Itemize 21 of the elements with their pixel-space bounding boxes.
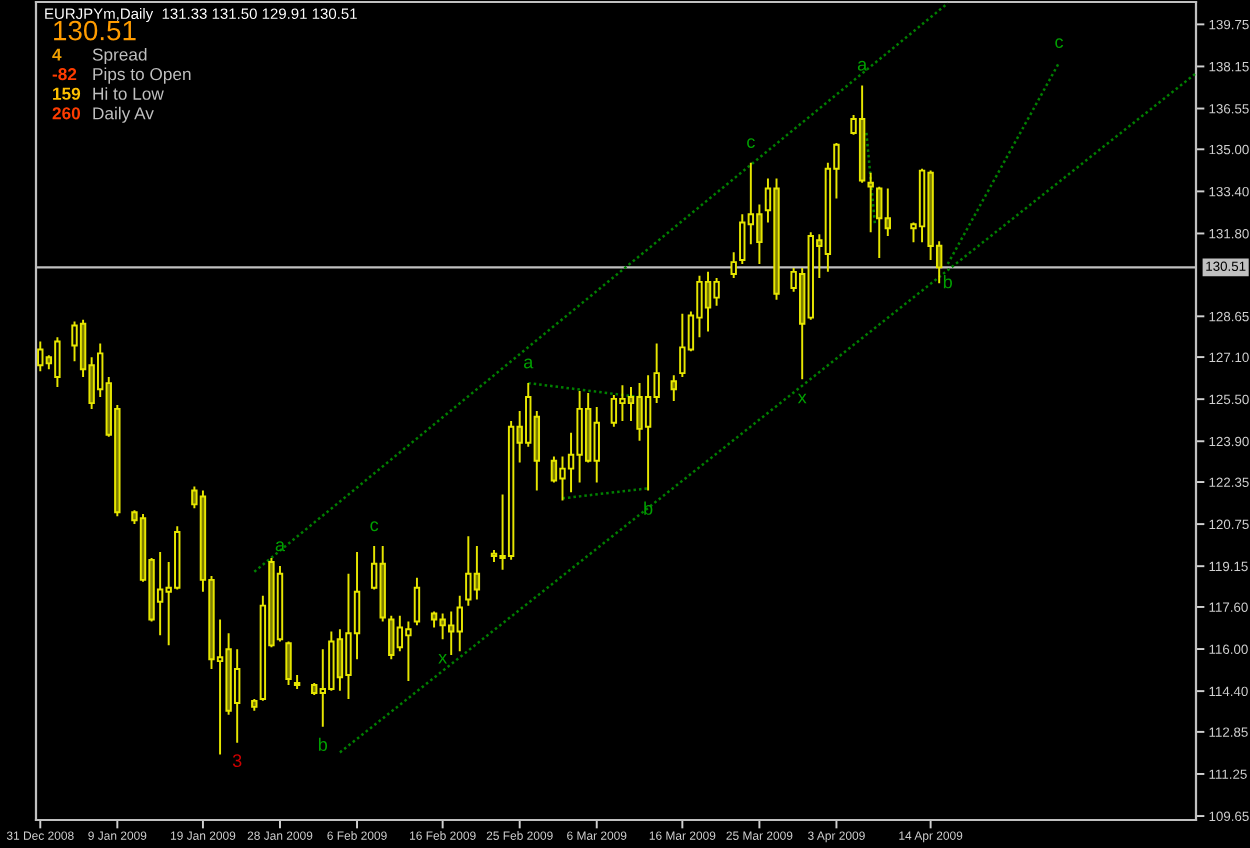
annotation: b — [943, 275, 952, 289]
annotation: x — [797, 393, 807, 404]
annotation: b — [644, 501, 653, 515]
annotation: a — [857, 60, 868, 71]
annotation: Daily Av — [93, 106, 154, 123]
annotation: c — [1055, 38, 1064, 49]
annotation: c — [747, 138, 755, 149]
annotation: b — [318, 737, 328, 751]
annotation: a — [524, 358, 534, 369]
annotation: Pips to Open — [93, 67, 191, 84]
annotation: 3 — [232, 754, 242, 768]
annotation: 260 — [52, 107, 81, 120]
annotation: 4 — [52, 48, 62, 61]
annotation: Hi to Low — [93, 87, 164, 100]
annotation: c — [370, 521, 379, 532]
annotation: x — [438, 653, 447, 664]
annotation: Spread — [92, 48, 147, 65]
annotation: 159 — [53, 87, 81, 100]
annotation: 130.51 — [54, 20, 136, 41]
annotation: a — [275, 541, 286, 552]
annotation: -82 — [52, 68, 77, 81]
